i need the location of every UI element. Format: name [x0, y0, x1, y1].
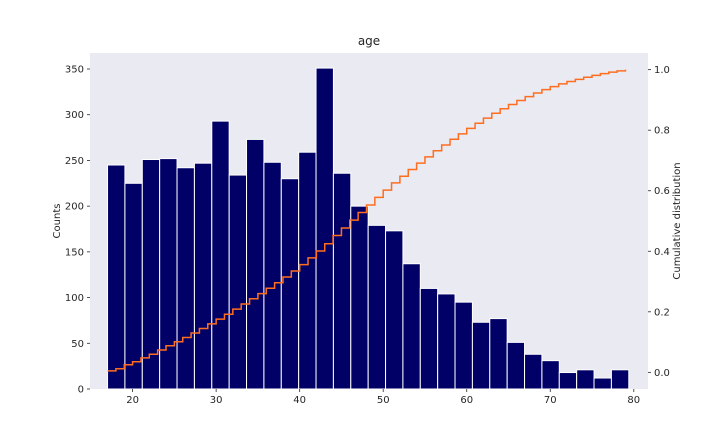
secondary-y-tick-label: 0.6: [654, 186, 670, 197]
chart-title: age: [358, 34, 380, 48]
secondary-y-tick-label: 0.8: [654, 126, 670, 137]
histogram-bar: [471, 321, 491, 390]
histogram-bar: [159, 158, 178, 390]
histogram-bar: [541, 360, 560, 390]
histogram-bar: [558, 372, 578, 390]
histogram-bar: [211, 120, 230, 390]
secondary-y-tick-label: 1.0: [654, 65, 670, 76]
histogram-bar: [228, 174, 248, 390]
x-tick-label: 80: [627, 395, 640, 406]
secondary-y-tick-label: 0.4: [654, 247, 670, 258]
y-tick-label: 350: [65, 65, 84, 76]
histogram-bar: [332, 172, 352, 390]
histogram-bar: [367, 224, 387, 390]
x-axis-ticks: 20 30 40 50 60 70 80: [126, 389, 640, 406]
histogram-bar: [593, 377, 612, 390]
secondary-y-axis-label: Cumulative distribution: [672, 162, 683, 279]
histogram-bar: [454, 301, 473, 390]
histogram-bar: [280, 178, 300, 390]
histogram-bar: [298, 151, 317, 390]
histogram-bar: [193, 162, 213, 390]
histogram-bar: [263, 161, 282, 390]
y-axis-label: Counts: [52, 204, 63, 239]
histogram-bar: [524, 353, 543, 390]
histogram-bar: [437, 293, 456, 390]
x-tick-label: 60: [460, 395, 473, 406]
histogram-bar: [419, 287, 439, 390]
histogram-bar: [610, 369, 630, 390]
y-axis-ticks: 0 50 100 150 200 250 300 350: [65, 65, 90, 396]
y-tick-label: 300: [65, 110, 84, 121]
histogram-bar: [576, 369, 595, 390]
histogram-bar: [350, 205, 369, 390]
x-tick-label: 20: [126, 395, 139, 406]
histogram-bars: [107, 67, 630, 390]
y-tick-label: 50: [71, 339, 84, 350]
x-tick-label: 50: [377, 395, 390, 406]
histogram-bar: [315, 67, 334, 390]
histogram-bar: [506, 341, 526, 390]
y-tick-label: 250: [65, 156, 84, 167]
secondary-y-tick-label: 0.0: [654, 368, 670, 379]
y-tick-label: 200: [65, 202, 84, 213]
histogram-bar: [385, 230, 404, 390]
histogram-bar: [176, 167, 195, 390]
secondary-y-tick-label: 0.2: [654, 307, 670, 318]
x-tick-label: 30: [210, 395, 223, 406]
x-tick-label: 40: [293, 395, 306, 406]
histogram-bar: [107, 164, 126, 390]
histogram-bar: [246, 138, 265, 390]
cumulative-distribution-line: [107, 69, 627, 372]
histogram-bar: [124, 182, 143, 390]
y-tick-label: 150: [65, 247, 84, 258]
histogram-bar: [402, 263, 421, 390]
y-tick-label: 100: [65, 293, 84, 304]
secondary-y-axis-ticks: 0.0 0.2 0.4 0.6 0.8 1.0: [648, 65, 670, 379]
x-tick-label: 70: [544, 395, 557, 406]
y-tick-label: 0: [78, 385, 84, 396]
histogram-bar: [489, 318, 508, 390]
